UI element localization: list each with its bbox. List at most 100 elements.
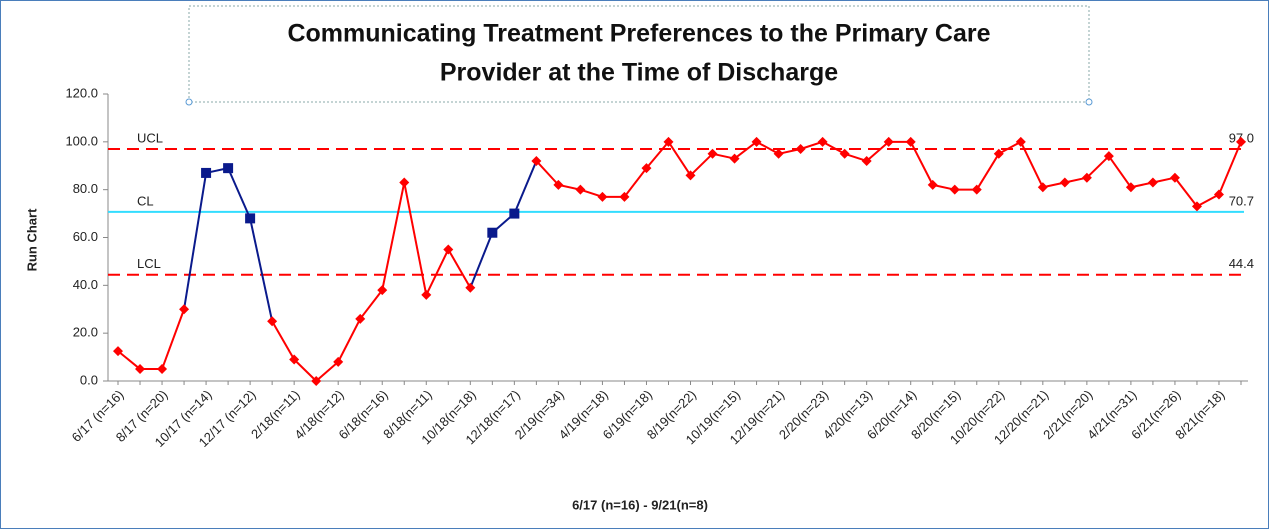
- marker: [223, 163, 234, 174]
- marker: [971, 184, 982, 195]
- marker: [905, 136, 916, 147]
- series-segment: [535, 160, 560, 186]
- y-tick-label: 100.0: [65, 133, 98, 148]
- y-tick-label: 80.0: [73, 181, 98, 196]
- marker: [267, 316, 278, 327]
- y-axis-title: Run Chart: [24, 208, 39, 272]
- series-segment: [359, 289, 384, 320]
- series-segment: [909, 141, 934, 186]
- marker: [201, 167, 212, 178]
- series-segment: [866, 141, 890, 162]
- series-segment: [1086, 155, 1110, 179]
- marker: [707, 148, 718, 159]
- series-segment: [469, 232, 494, 289]
- marker: [1125, 182, 1136, 193]
- marker: [751, 136, 762, 147]
- marker: [1169, 172, 1180, 183]
- marker: [1059, 177, 1070, 188]
- series-segment: [249, 218, 274, 322]
- series-segment: [183, 172, 208, 310]
- series-segment: [1196, 193, 1220, 208]
- marker: [993, 148, 1004, 159]
- series-segment: [381, 182, 406, 291]
- series-segment: [1174, 177, 1198, 208]
- series-segment: [998, 140, 1022, 155]
- marker: [311, 376, 322, 386]
- marker: [773, 148, 784, 159]
- marker: [245, 213, 256, 224]
- series-segment: [1218, 141, 1242, 195]
- marker: [1081, 172, 1092, 183]
- marker: [465, 282, 476, 293]
- series-segment: [117, 350, 141, 370]
- series-segment: [271, 320, 296, 360]
- marker: [1037, 182, 1048, 193]
- marker: [289, 354, 300, 365]
- x-axis-title: 6/17 (n=16) - 9/21(n=8): [572, 497, 708, 512]
- marker: [487, 227, 498, 238]
- series-segment: [733, 141, 758, 160]
- control-line-name: CL: [137, 193, 154, 208]
- control-line-name: LCL: [137, 256, 161, 271]
- series-segment: [1108, 155, 1132, 188]
- marker: [641, 163, 652, 174]
- marker: [575, 184, 586, 195]
- handles: [185, 98, 1093, 106]
- marker: [883, 136, 894, 147]
- marker: [1236, 136, 1246, 147]
- marker: [421, 289, 432, 300]
- series-segment: [315, 361, 339, 382]
- marker: [663, 136, 674, 147]
- marker: [399, 177, 410, 188]
- marker: [531, 155, 542, 166]
- series-segment: [645, 141, 670, 169]
- y-tick-label: 120.0: [65, 85, 98, 100]
- chart-title: Provider at the Time of Discharge: [440, 59, 838, 87]
- marker: [157, 364, 168, 375]
- y-tick-label: 0.0: [80, 372, 98, 387]
- series-segment: [293, 358, 317, 382]
- marker: [1103, 151, 1114, 162]
- series-segment: [667, 141, 692, 176]
- series-segment: [756, 140, 780, 155]
- marker: [861, 155, 872, 166]
- y-tick-label: 20.0: [73, 325, 98, 340]
- marker: [839, 148, 850, 159]
- marker: [685, 170, 696, 181]
- marker: [509, 208, 520, 219]
- marker: [817, 136, 828, 147]
- marker: [1191, 201, 1202, 212]
- title-box: [188, 5, 1090, 103]
- marker: [619, 191, 630, 202]
- marker: [729, 153, 740, 164]
- marker: [355, 313, 366, 324]
- series-segment: [822, 140, 846, 155]
- series-segment: [689, 153, 714, 177]
- series-segment: [425, 249, 450, 296]
- marker: [333, 356, 344, 367]
- control-line-value: 44.4: [1229, 256, 1254, 271]
- marker: [1015, 136, 1026, 147]
- handle: [185, 98, 193, 106]
- series-segment: [161, 308, 185, 370]
- series-segment: [447, 248, 472, 289]
- series-segment: [513, 160, 538, 214]
- marker: [443, 244, 454, 255]
- marker: [553, 179, 564, 190]
- marker: [1147, 177, 1158, 188]
- series-segment: [623, 167, 648, 198]
- control-line-name: UCL: [137, 130, 163, 145]
- series-segment: [403, 182, 428, 296]
- marker: [377, 285, 388, 296]
- marker: [1213, 189, 1224, 200]
- marker: [795, 144, 806, 155]
- y-tick-label: 40.0: [73, 277, 98, 292]
- control-line-value: 70.7: [1229, 193, 1254, 208]
- chart-title: Communicating Treatment Preferences to t…: [287, 20, 990, 48]
- marker: [597, 191, 608, 202]
- marker: [113, 346, 123, 357]
- marker: [949, 184, 960, 195]
